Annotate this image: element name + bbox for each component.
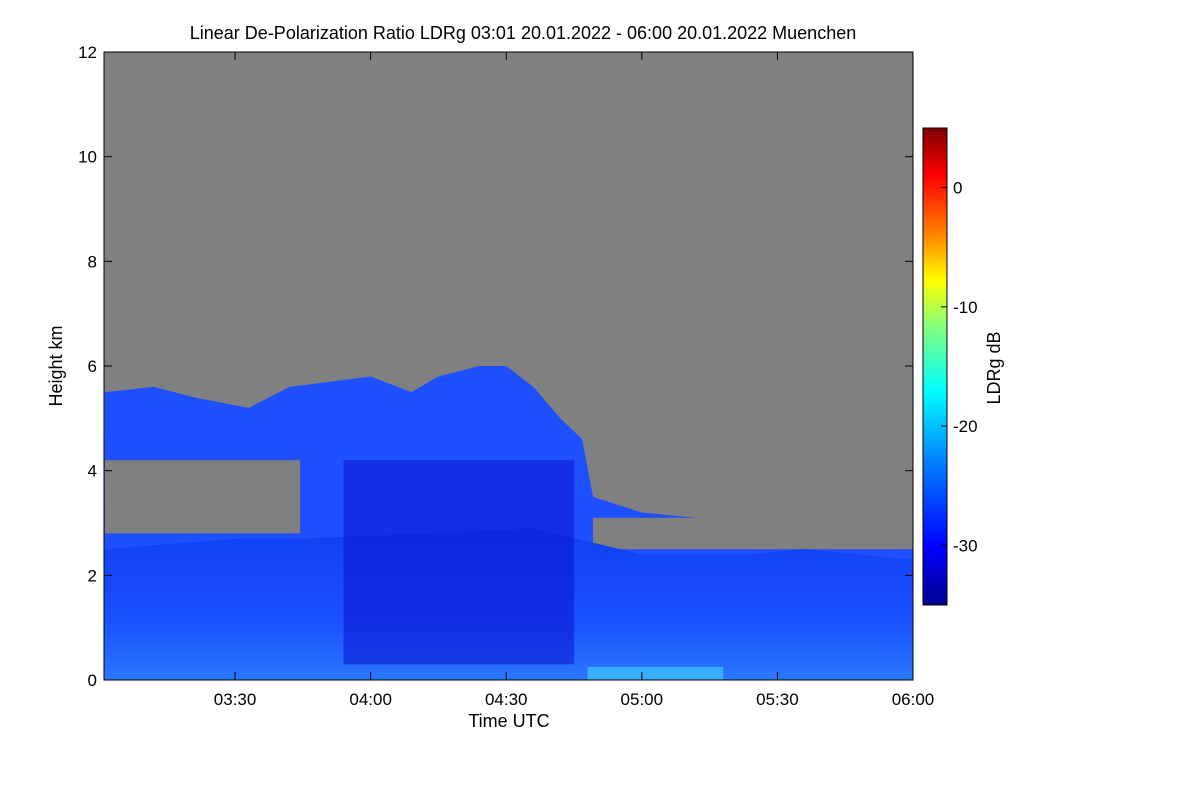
no-signal-gap-1 (593, 517, 913, 550)
no-signal-gap-0 (104, 460, 301, 534)
heatmap-layers (104, 366, 913, 680)
y-tick-label: 8 (88, 252, 97, 271)
y-tick-label: 12 (78, 43, 97, 62)
colorbar-tick-label: 0 (953, 179, 962, 198)
y-tick-label: 0 (88, 671, 97, 690)
x-tick-label: 05:00 (621, 690, 664, 709)
x-tick-label: 03:30 (214, 690, 257, 709)
y-tick-label: 2 (88, 566, 97, 585)
colorbar-axis: 0 -10 -20 -30 (941, 179, 978, 555)
x-tick-label: 05:30 (756, 690, 799, 709)
colorbar-label: LDRg dB (984, 331, 1004, 404)
ground-streak (587, 666, 724, 680)
y-tick-label: 6 (88, 357, 97, 376)
colorbar-tick-label: -20 (953, 417, 978, 436)
x-tick-label: 06:00 (892, 690, 935, 709)
y-tick-label: 4 (88, 462, 97, 481)
colorbar (922, 127, 948, 606)
x-tick-label: 04:30 (485, 690, 528, 709)
y-tick-label: 10 (78, 148, 97, 167)
colorbar-tick-label: -10 (953, 298, 978, 317)
chart-title: Linear De-Polarization Ratio LDRg 03:01 … (190, 23, 856, 43)
y-axis: 0 2 4 6 8 10 12 (78, 43, 913, 690)
x-tick-label: 04:00 (349, 690, 392, 709)
x-axis-label: Time UTC (468, 711, 549, 731)
colorbar-tick-label: -30 (953, 536, 978, 555)
plume-core (343, 460, 575, 665)
x-axis: 03:30 04:00 04:30 05:00 05:30 06:00 (214, 52, 934, 709)
y-axis-label: Height km (46, 325, 66, 406)
